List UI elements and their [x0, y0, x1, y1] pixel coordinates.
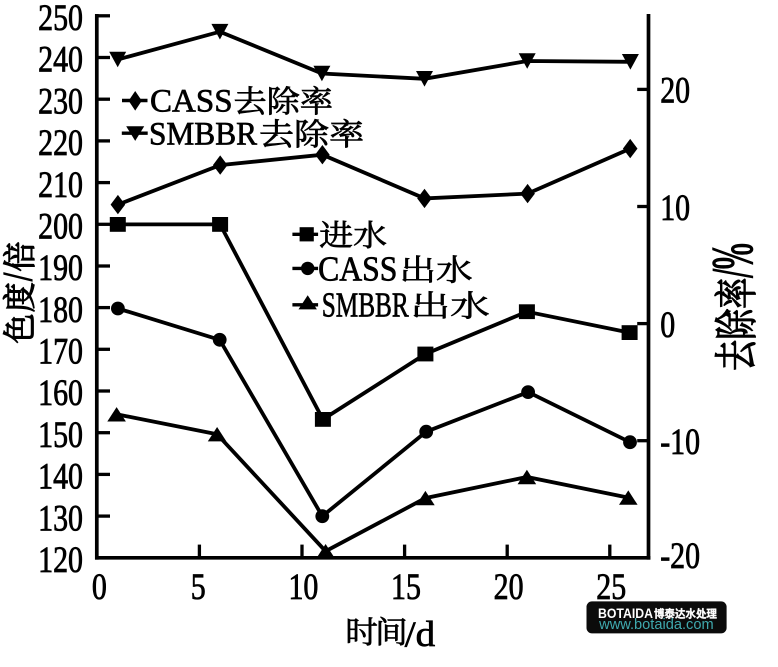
svg-text:0: 0	[660, 305, 675, 345]
svg-text:140: 140	[38, 457, 83, 497]
svg-text:20: 20	[660, 71, 690, 111]
svg-text:150: 150	[38, 415, 83, 455]
svg-text:210: 210	[38, 165, 83, 205]
svg-text:www.botaida.com: www.botaida.com	[598, 616, 713, 633]
svg-text:190: 190	[38, 248, 83, 288]
svg-text:SMBBR: SMBBR	[149, 115, 258, 152]
svg-text:10: 10	[288, 567, 318, 607]
svg-text:160: 160	[38, 373, 83, 413]
svg-text:250: 250	[38, 0, 83, 39]
svg-text:CASS: CASS	[318, 250, 397, 289]
svg-text:240: 240	[38, 40, 83, 80]
svg-text:15: 15	[391, 567, 421, 607]
svg-text:-20: -20	[660, 536, 700, 576]
svg-text:CASS: CASS	[150, 84, 233, 120]
svg-text:170: 170	[38, 332, 83, 372]
svg-text:/d: /d	[405, 615, 436, 654]
svg-text:230: 230	[38, 82, 83, 122]
svg-text:120: 120	[38, 540, 83, 580]
svg-text:20: 20	[494, 567, 524, 607]
svg-text:220: 220	[38, 123, 83, 163]
svg-text:-10: -10	[660, 422, 700, 462]
svg-text:130: 130	[38, 499, 83, 539]
svg-text:5: 5	[191, 567, 206, 607]
svg-text:25: 25	[596, 567, 626, 607]
svg-text:200: 200	[38, 207, 83, 247]
svg-text:SMBBR: SMBBR	[322, 285, 410, 324]
svg-text:0: 0	[92, 567, 107, 607]
svg-text:10: 10	[660, 188, 690, 228]
svg-text:BOTAIDA: BOTAIDA	[598, 605, 653, 621]
svg-text:180: 180	[38, 290, 83, 330]
